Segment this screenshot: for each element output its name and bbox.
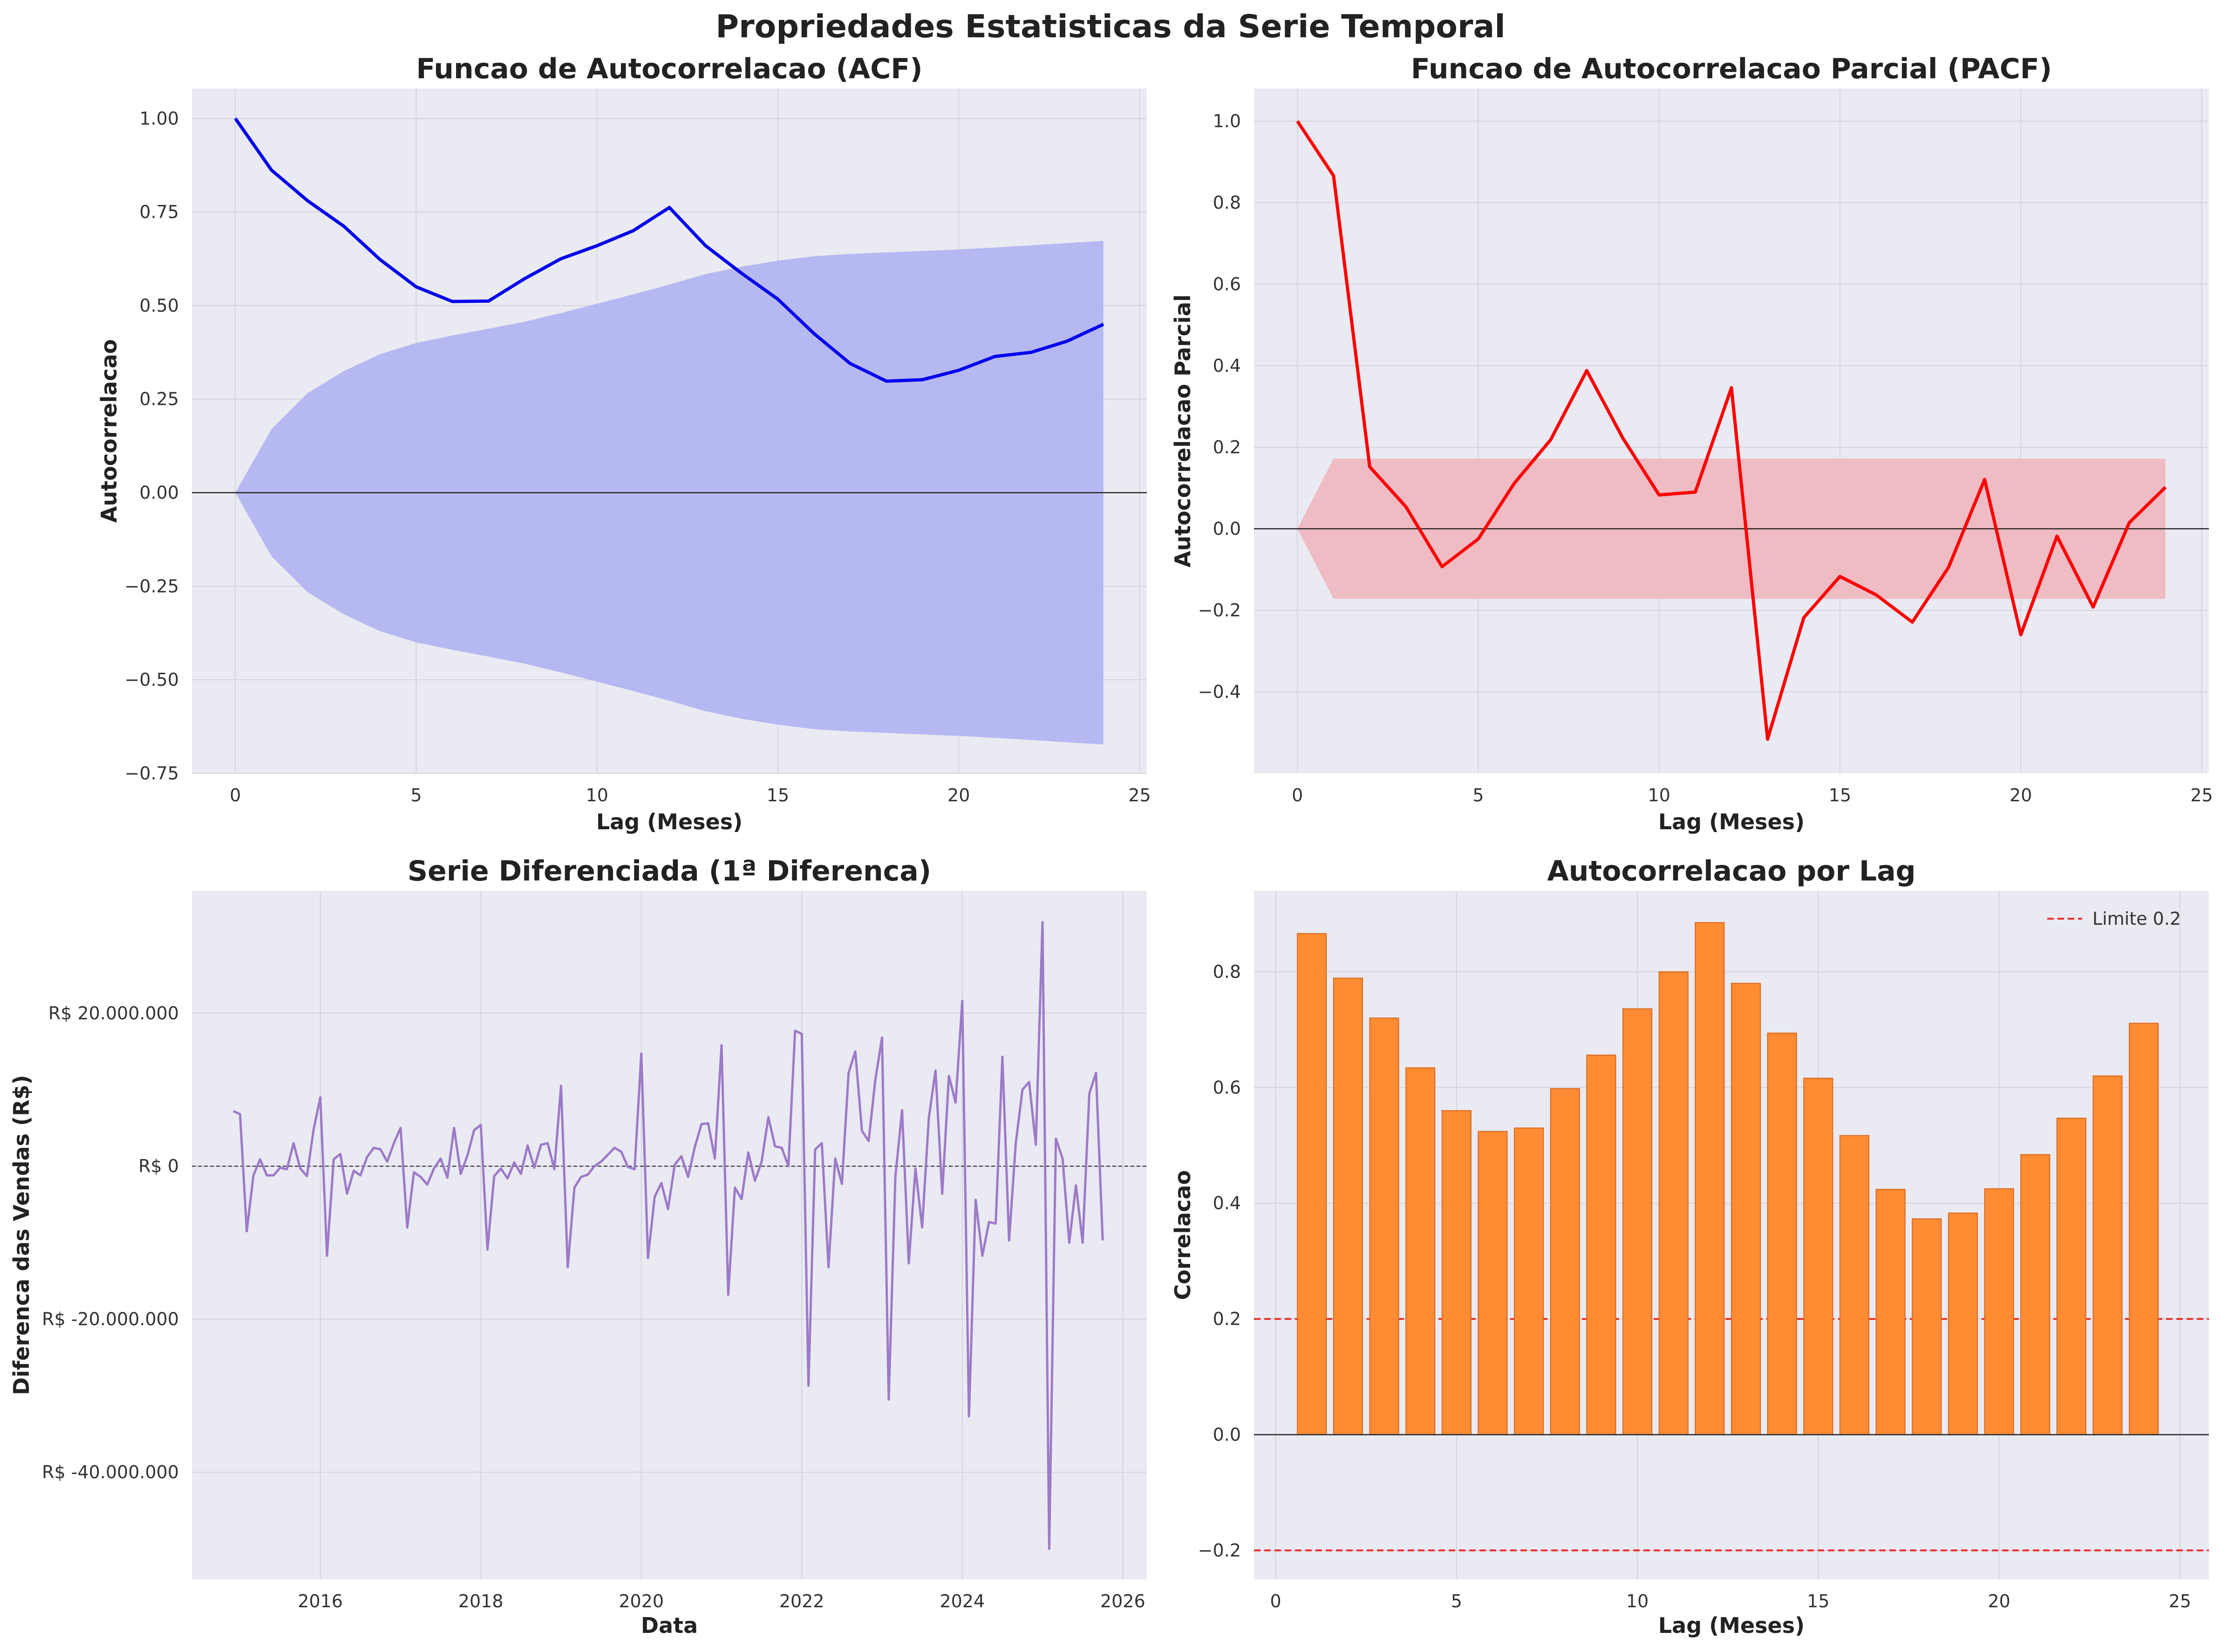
diff-xtick-label: 2022 — [779, 1591, 824, 1611]
diff-xtick-label: 2018 — [458, 1591, 504, 1611]
bar-lag-22 — [2057, 1118, 2086, 1434]
bar-lag-11 — [1659, 972, 1688, 1435]
acf-xtick-label: 20 — [947, 785, 970, 806]
bar-lag-19 — [1948, 1213, 1977, 1435]
acf-ytick-label: 0.25 — [139, 389, 179, 410]
pacf-ytick-label: 0.8 — [1213, 192, 1241, 213]
pacf-xtick-label: 5 — [1472, 785, 1484, 806]
acf-ytick-label: −0.75 — [125, 763, 179, 784]
acf-xtick-label: 5 — [410, 785, 422, 806]
pacf-ytick-label: −0.2 — [1198, 600, 1241, 621]
bar-ytick-label: 0.2 — [1213, 1309, 1241, 1329]
acf-ylabel: Autocorrelacao — [96, 339, 122, 523]
bar-lag-9 — [1587, 1055, 1615, 1435]
bar-lag-12 — [1695, 922, 1724, 1434]
bar-lag-2 — [1334, 978, 1363, 1435]
bar-lag-8 — [1551, 1089, 1580, 1435]
bar-lag-13 — [1731, 983, 1760, 1435]
diff-ytick-label: R$ -20.000.000 — [42, 1309, 179, 1330]
bar-lag-6 — [1478, 1132, 1507, 1435]
legend-limit-label: Limite 0.2 — [2092, 908, 2181, 929]
bar-ytick-label: 0.4 — [1213, 1193, 1241, 1214]
bar-lag-5 — [1442, 1111, 1471, 1435]
diff-plot-area — [192, 891, 1147, 1579]
bar-xtick-label: 20 — [1988, 1591, 2010, 1611]
bar-ytick-label: 0.6 — [1213, 1077, 1241, 1098]
pacf-ytick-label: −0.4 — [1198, 682, 1241, 702]
bar-xtick-label: 15 — [1807, 1591, 1829, 1611]
pacf-xtick-label: 15 — [1829, 785, 1851, 806]
diff-ytick-label: R$ -40.000.000 — [42, 1462, 179, 1482]
bar-xtick-label: 25 — [2169, 1591, 2191, 1611]
bar-xtick-label: 0 — [1270, 1591, 1281, 1611]
acf-xlabel: Lag (Meses) — [596, 809, 743, 834]
bar-lag-14 — [1768, 1033, 1797, 1435]
bar-lag-1 — [1297, 934, 1326, 1435]
pacf-panel: 0 5 10 15 20 25 −0.4 −0.2 0.0 0.2 0.4 0.6 0.8 1.0 Fu… — [1170, 53, 2213, 834]
acf-xtick-label: 25 — [1128, 785, 1151, 806]
pacf-xtick-label: 0 — [1292, 785, 1303, 806]
bar-ytick-label: −0.2 — [1198, 1540, 1241, 1561]
acf-ytick-label: 1.00 — [139, 108, 179, 129]
bar-lag-24 — [2129, 1023, 2158, 1434]
pacf-xtick-label: 25 — [2190, 785, 2213, 806]
bar-lag-23 — [2093, 1076, 2122, 1434]
diff-xtick-label: 2016 — [298, 1591, 343, 1611]
bar-lag-21 — [2021, 1154, 2050, 1434]
bar-lag-20 — [1985, 1189, 2014, 1435]
pacf-ytick-label: 0.6 — [1213, 274, 1241, 294]
acf-xtick-label: 0 — [230, 785, 241, 806]
bar-xlabel: Lag (Meses) — [1658, 1613, 1805, 1638]
acf-xtick-label: 15 — [767, 785, 789, 806]
pacf-title: Funcao de Autocorrelacao Parcial (PACF) — [1411, 53, 2052, 85]
bar-lag-4 — [1406, 1068, 1435, 1434]
pacf-plot-area — [1254, 89, 2209, 773]
pacf-ylabel: Autocorrelacao Parcial — [1170, 294, 1195, 567]
pacf-ytick-label: 1.0 — [1213, 111, 1241, 131]
diff-ytick-label: R$ 0 — [138, 1156, 179, 1176]
pacf-ytick-label: 0.4 — [1213, 355, 1241, 376]
bar-ytick-label: 0.8 — [1213, 962, 1241, 982]
acf-xtick-label: 10 — [586, 785, 608, 806]
pacf-xtick-label: 10 — [1648, 785, 1670, 806]
bar-lag-3 — [1369, 1018, 1398, 1434]
figure-title: Propriedades Estatisticas da Serie Tempo… — [715, 8, 1505, 45]
bar-lag-10 — [1623, 1009, 1652, 1434]
bar-ytick-label: 0.0 — [1213, 1424, 1241, 1445]
diff-xlabel: Data — [641, 1613, 698, 1638]
bar-ylabel: Correlacao — [1170, 1170, 1195, 1300]
diff-ytick-label: R$ 20.000.000 — [48, 1003, 179, 1024]
bar-lag-17 — [1876, 1189, 1905, 1435]
pacf-xtick-label: 20 — [2010, 785, 2032, 806]
diff-xtick-label: 2020 — [619, 1591, 664, 1611]
bar-lag-18 — [1912, 1219, 1941, 1434]
acf-panel: 0 5 10 15 20 25 −0.75 −0.50 −0.25 0.00 0.25 0.50 0.… — [96, 53, 1151, 834]
acf-ytick-label: 0.00 — [139, 483, 179, 503]
diff-xtick-label: 2026 — [1100, 1591, 1145, 1611]
bar-xtick-label: 5 — [1451, 1591, 1462, 1611]
bar-lag-15 — [1804, 1078, 1833, 1434]
pacf-ytick-label: 0.2 — [1213, 437, 1241, 457]
bar-xtick-label: 10 — [1626, 1591, 1649, 1611]
acf-ytick-label: −0.50 — [125, 669, 179, 690]
diff-xtick-label: 2024 — [940, 1591, 985, 1611]
bar-title: Autocorrelacao por Lag — [1547, 855, 1915, 887]
diff-ylabel: Diferenca das Vendas (R$) — [9, 1075, 34, 1395]
diff-title: Serie Diferenciada (1ª Diferenca) — [408, 855, 931, 887]
pacf-xlabel: Lag (Meses) — [1658, 809, 1805, 834]
acf-ytick-label: −0.25 — [125, 576, 179, 596]
bar-panel: 0 5 10 15 20 25 −0.2 0.0 0.2 0.4 0.6 0.8 Autocorre… — [1170, 855, 2209, 1638]
bar-lag-16 — [1840, 1135, 1869, 1434]
acf-ytick-label: 0.75 — [139, 202, 179, 222]
pacf-ytick-label: 0.0 — [1213, 519, 1241, 539]
bar-lag-7 — [1514, 1128, 1543, 1434]
acf-title: Funcao de Autocorrelacao (ACF) — [416, 53, 922, 85]
acf-ytick-label: 0.50 — [139, 295, 179, 316]
